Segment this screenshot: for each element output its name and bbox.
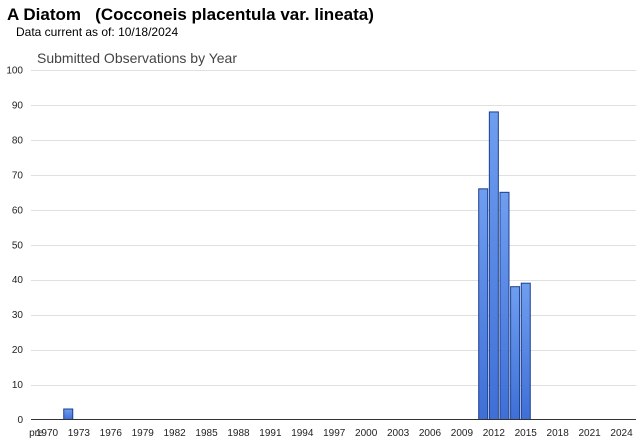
y-tick-label: 10 bbox=[12, 380, 24, 391]
y-tick-label: 0 bbox=[17, 415, 23, 426]
x-tick-label-2006: 2006 bbox=[419, 428, 442, 439]
y-tick-label: 20 bbox=[12, 345, 24, 356]
x-tick-label-2021: 2021 bbox=[578, 428, 601, 439]
bar-2014 bbox=[510, 286, 521, 420]
bar-1972 bbox=[63, 408, 74, 421]
y-tick-label: 80 bbox=[12, 135, 24, 146]
x-tick-label-1979: 1979 bbox=[132, 428, 155, 439]
x-tick-label-2024: 2024 bbox=[610, 428, 633, 439]
y-tick-label: 70 bbox=[12, 170, 24, 181]
y-axis-tick-labels: 0 10 20 30 40 50 60 70 80 90 100 bbox=[6, 66, 23, 427]
x-tick-label-pre: pre bbox=[29, 428, 44, 439]
x-tick-label-1997: 1997 bbox=[323, 428, 346, 439]
y-tick-label: 90 bbox=[12, 100, 24, 111]
x-tick-label-1985: 1985 bbox=[195, 428, 218, 439]
bar-2012 bbox=[488, 111, 499, 420]
bar-2013 bbox=[499, 191, 510, 420]
bar-2011 bbox=[478, 188, 489, 420]
y-tick-label: 100 bbox=[6, 66, 23, 77]
x-tick-label-1994: 1994 bbox=[291, 428, 314, 439]
x-tick-label-2003: 2003 bbox=[387, 428, 410, 439]
x-tick-label-1973: 1973 bbox=[68, 428, 91, 439]
x-tick-label-1970: 1970 bbox=[36, 428, 59, 439]
y-tick-label: 60 bbox=[12, 205, 24, 216]
y-tick-label: 50 bbox=[12, 240, 24, 251]
x-tick-label-1991: 1991 bbox=[259, 428, 282, 439]
data-current-date: 10/18/2024 bbox=[118, 25, 179, 39]
x-tick-label-2000: 2000 bbox=[355, 428, 378, 439]
x-tick-label-2012: 2012 bbox=[483, 428, 506, 439]
common-name: A Diatom bbox=[7, 5, 81, 24]
bars bbox=[63, 111, 531, 421]
x-tick-label-2018: 2018 bbox=[547, 428, 570, 439]
chart-title: Submitted Observations by Year bbox=[37, 50, 237, 66]
y-tick-label: 40 bbox=[12, 275, 24, 286]
x-tick-label-1976: 1976 bbox=[100, 428, 123, 439]
bar-2015 bbox=[520, 282, 531, 420]
gridlines bbox=[31, 70, 636, 386]
x-tick-label-2009: 2009 bbox=[451, 428, 474, 439]
data-current-label: Data current as of: bbox=[16, 25, 115, 39]
x-tick-label-1988: 1988 bbox=[227, 428, 250, 439]
x-tick-label-1982: 1982 bbox=[164, 428, 187, 439]
y-tick-label: 30 bbox=[12, 310, 24, 321]
data-current-line: Data current as of: 10/18/2024 bbox=[16, 25, 178, 40]
scientific-name: (Cocconeis placentula var. lineata) bbox=[95, 5, 374, 24]
species-heading: A Diatom (Cocconeis placentula var. line… bbox=[7, 4, 374, 26]
x-tick-label-2015: 2015 bbox=[515, 428, 538, 439]
